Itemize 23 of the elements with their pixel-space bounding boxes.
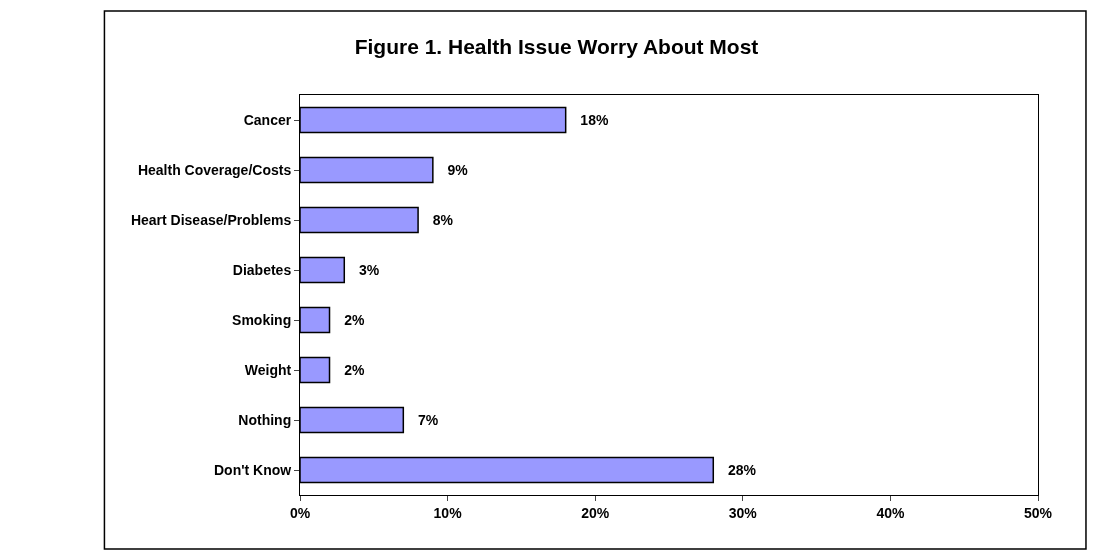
y-tick-label: Nothing — [238, 411, 292, 428]
data-label: 28% — [727, 462, 757, 478]
y-tick-label: Heart Disease/Problems — [130, 211, 292, 228]
chart-title: Figure 1. Health Issue Worry About Most — [354, 34, 759, 58]
data-label: 7% — [417, 412, 439, 428]
y-tick-label: Don't Know — [214, 461, 292, 478]
y-tick-label: Weight — [244, 361, 292, 378]
data-label: 9% — [447, 162, 469, 178]
data-label: 2% — [344, 312, 365, 328]
y-tick-label: Diabetes — [232, 261, 292, 278]
x-tick-label: 10% — [433, 504, 463, 521]
data-label: 18% — [580, 112, 609, 128]
x-tick-label: 40% — [876, 504, 905, 521]
x-tick-label: 0% — [289, 504, 311, 521]
y-tick-label: Smoking — [232, 311, 292, 328]
data-label: 3% — [358, 262, 380, 278]
data-label: 8% — [432, 212, 454, 228]
y-tick-label: Health Coverage/Costs — [137, 161, 292, 178]
x-tick-label: 30% — [728, 504, 758, 521]
data-label: 2% — [344, 362, 365, 378]
x-tick-label: 50% — [1023, 504, 1053, 521]
x-tick-label: 20% — [581, 504, 610, 521]
y-tick-label: Cancer — [243, 111, 292, 128]
